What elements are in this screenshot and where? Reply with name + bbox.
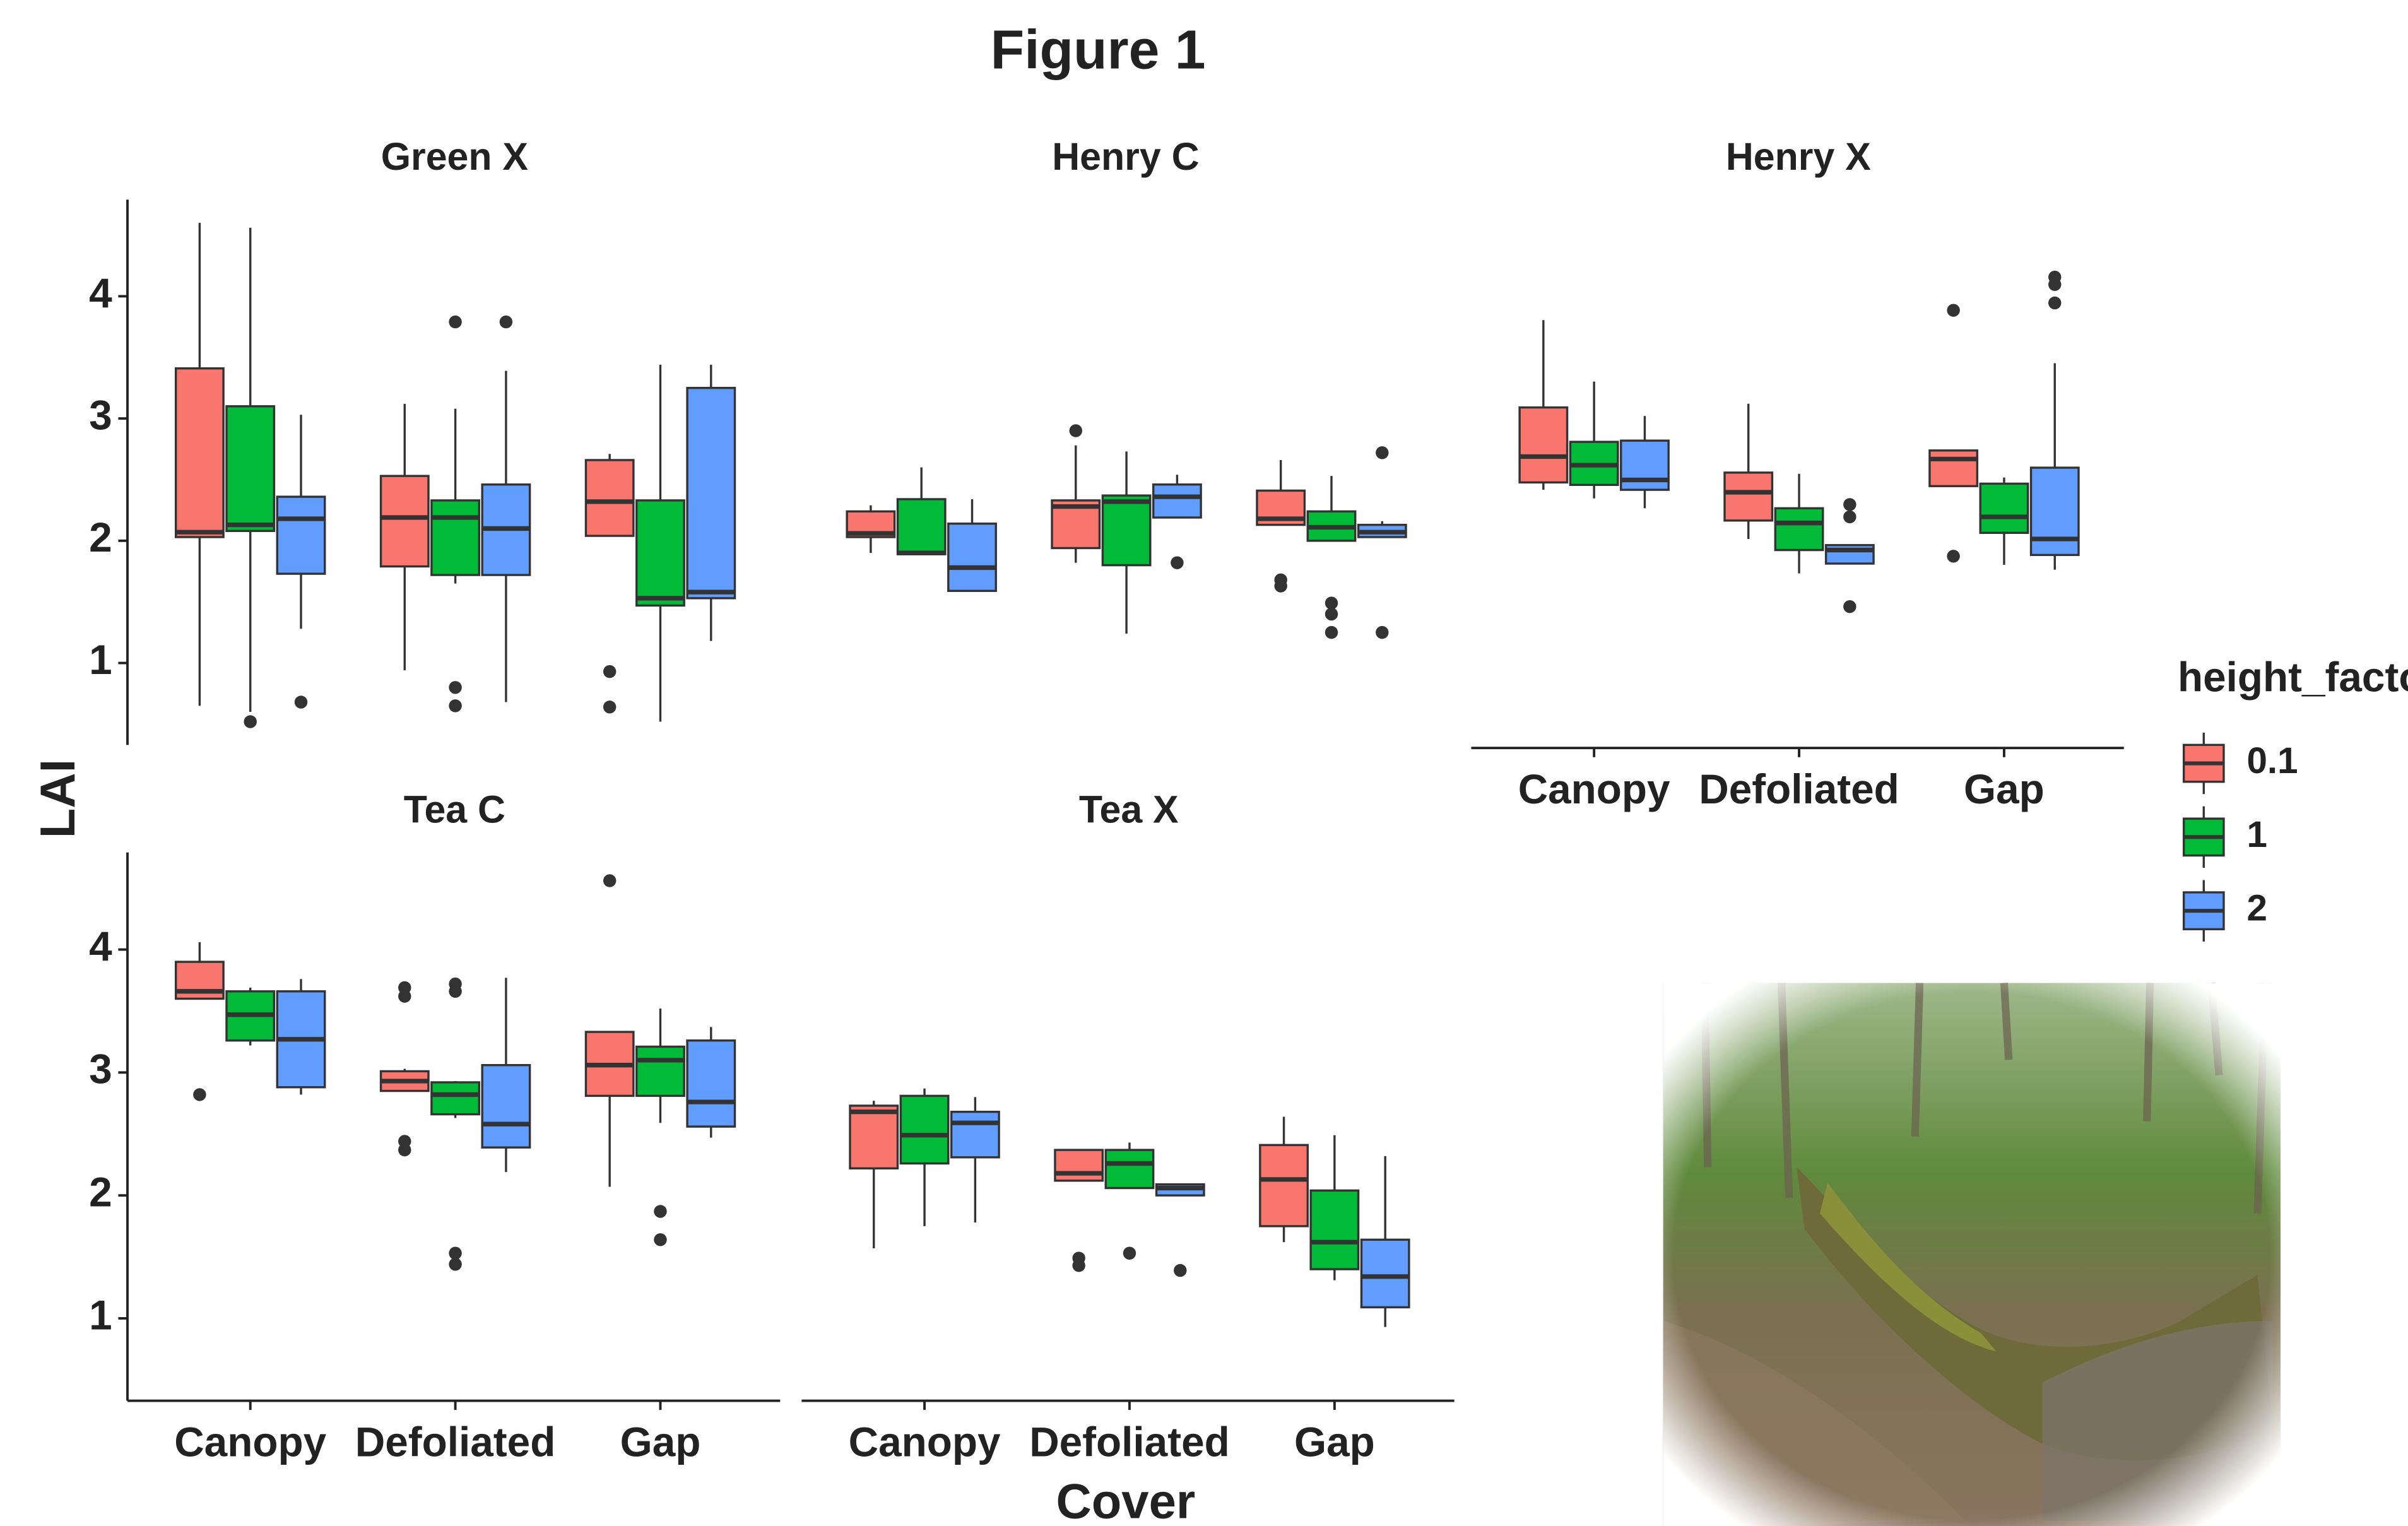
y-tick-label: 1 [89,637,112,683]
outlier [2048,278,2061,291]
legend-title: height_factor [2178,654,2408,700]
box [952,1112,999,1157]
outlier [398,990,411,1002]
y-tick-label: 3 [89,1046,112,1092]
box [1260,1145,1307,1226]
outlier [654,1233,666,1246]
figure: Figure 1 LAI Cover height_factor Green X… [0,0,2408,1526]
outlier [1171,556,1183,569]
outlier [1325,626,1338,639]
outlier [1947,550,1959,562]
outlier [449,1247,461,1260]
outlier [1072,1259,1085,1272]
outlier [1325,608,1338,620]
outlier [449,699,461,712]
outlier [603,874,616,887]
box [900,1096,948,1163]
outlier [1843,600,1856,613]
outlier [1274,579,1287,592]
figure-title: Figure 1 [991,18,1206,80]
box [277,497,324,574]
legend-label: 1 [2246,814,2267,855]
box [176,369,223,537]
y-axis-label: LAI [30,759,85,838]
outlier [2048,297,2061,309]
box [1055,1150,1102,1181]
x-tick-label: Canopy [174,1419,326,1465]
box [227,406,274,531]
outlier [1843,511,1856,523]
x-tick-label: Canopy [849,1419,1001,1465]
panel-title: Green X [381,135,529,178]
y-tick-label: 1 [89,1292,112,1338]
box [687,1041,735,1127]
x-tick-label: Defoliated [1029,1419,1230,1465]
box [637,500,684,606]
box [381,476,428,566]
outlier [654,1205,666,1217]
panel-title: Tea X [1079,788,1179,831]
box [1930,451,1977,486]
box [948,524,996,591]
box [1775,508,1822,550]
box [1102,495,1150,565]
panel-title: Henry X [1726,135,1871,178]
y-tick-label: 2 [89,1169,112,1215]
box [1725,473,1772,521]
outlier [603,665,616,678]
outlier [1325,596,1338,609]
outlier [449,1258,461,1270]
box [897,499,945,554]
y-tick-label: 4 [89,270,112,316]
outlier [603,701,616,713]
outlier [1376,446,1388,459]
panel-title: Henry C [1052,135,1199,178]
outlier [295,695,307,708]
y-tick-label: 4 [89,923,112,969]
box [482,1065,529,1148]
box [637,1046,684,1096]
outlier [398,1144,411,1156]
y-tick-label: 2 [89,514,112,560]
box [1361,1239,1408,1307]
forest-photo [1663,983,2281,1526]
outlier [1070,424,1082,437]
box [432,500,479,575]
box [1106,1150,1153,1188]
outlier [1174,1264,1186,1277]
legend-label: 2 [2246,888,2267,929]
outlier [449,316,461,328]
box [1520,408,1567,483]
box [687,388,735,598]
box [1980,483,2027,533]
outlier [449,985,461,998]
y-tick-label: 3 [89,392,112,438]
outlier [1947,304,1959,316]
outlier [244,715,256,728]
outlier [193,1088,206,1101]
box [586,460,633,536]
box [1311,1190,1358,1269]
box [1621,441,1668,490]
box [432,1082,479,1115]
legend-label: 0.1 [2246,740,2298,781]
outlier [1123,1247,1136,1260]
outlier [449,681,461,694]
panel-title: Tea C [404,788,505,831]
x-tick-label: Defoliated [1699,766,1899,812]
x-tick-label: Gap [620,1419,701,1465]
outlier [1376,626,1388,639]
outlier [500,316,512,328]
page: {"title": "Figure 1", "y_label": "LAI", … [0,0,2408,1526]
x-axis-label: Cover [1056,1474,1196,1526]
box [1154,485,1201,518]
x-tick-label: Gap [1964,766,2045,812]
box [850,1106,897,1168]
x-tick-label: Gap [1294,1419,1375,1465]
x-tick-label: Defoliated [355,1419,556,1465]
outlier [1843,498,1856,511]
box [2031,468,2079,555]
x-tick-label: Canopy [1518,766,1670,812]
